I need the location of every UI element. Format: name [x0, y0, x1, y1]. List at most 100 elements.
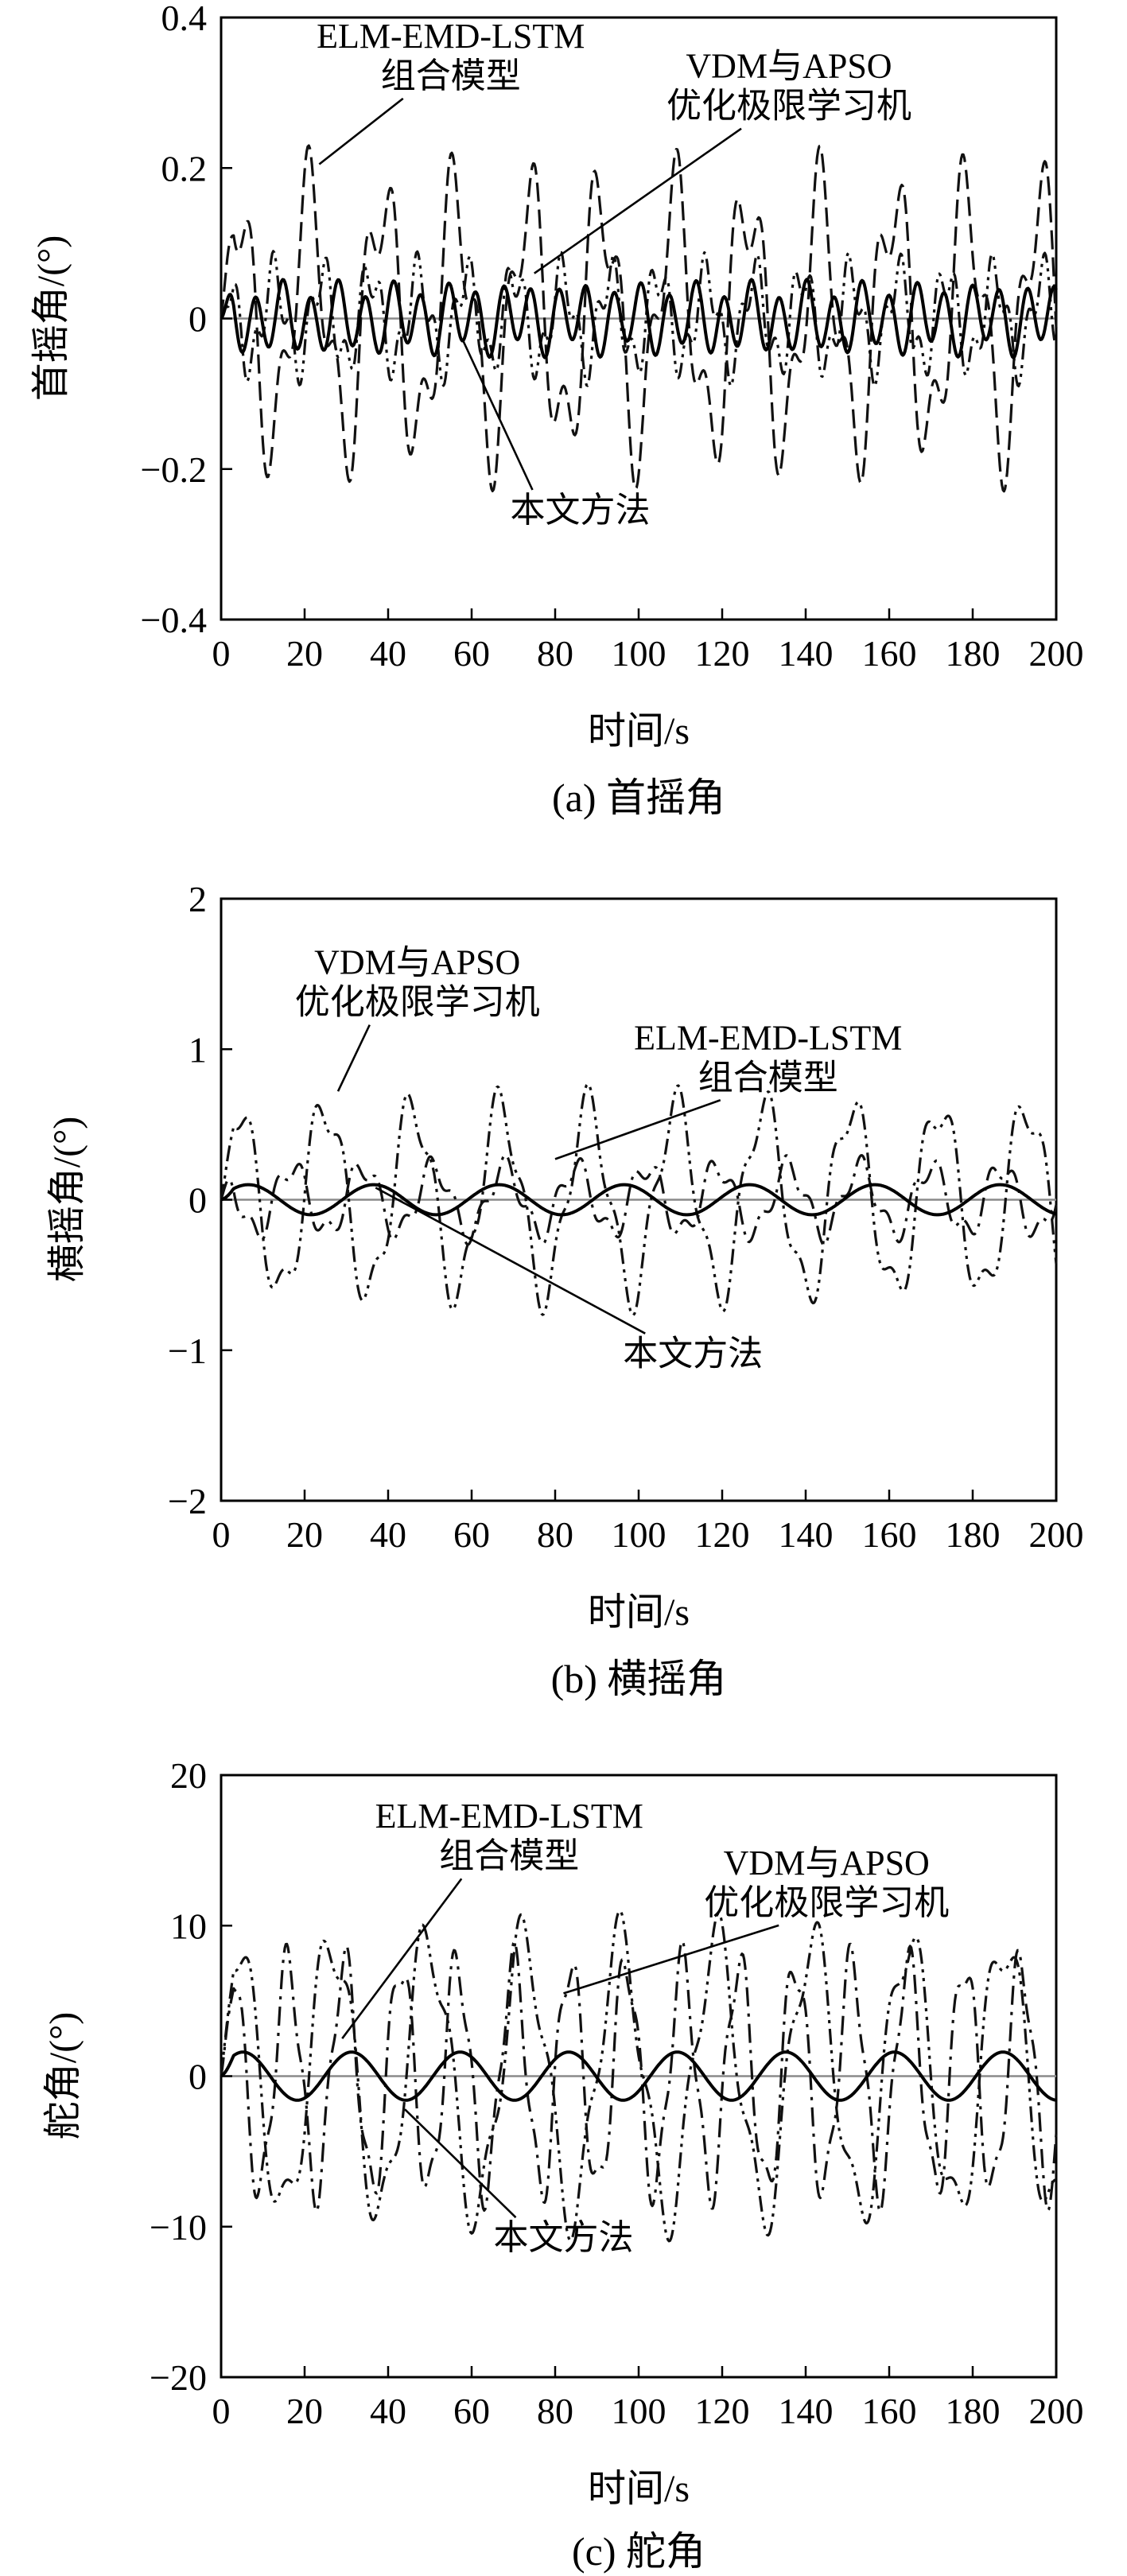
yaw-annotation-text: ELM-EMD-LSTM	[317, 17, 585, 56]
roll-annotation-text: 组合模型	[698, 1058, 838, 1097]
roll-x-tick-label: 80	[537, 1514, 573, 1555]
yaw-x-tick-label: 160	[862, 633, 917, 674]
roll-annotation-text: 本文方法	[623, 1335, 763, 1373]
rudder-annotation-text: ELM-EMD-LSTM	[375, 1797, 643, 1836]
rudder-x-axis-label: 时间/s	[588, 2468, 690, 2510]
roll-x-tick-label: 60	[453, 1514, 490, 1555]
rudder-y-tick-label: 10	[170, 1906, 207, 1946]
rudder-annotation-leader	[563, 1924, 779, 1995]
rudder-ticks-group: 0 20 40 60 80 100 120 140 160 180 200 −20 −10 0 10 20	[150, 1755, 1083, 2431]
rudder-series-group	[220, 1909, 1058, 2243]
yaw-series-group	[220, 144, 1058, 493]
roll-ticks-group: 0 20 40 60 80 100 120 140 160 180 200 −2 −1 0 1 2	[168, 879, 1083, 1555]
yaw-chart: 0 20 40 60 80 100 120 140 160 180 200 −0.4 −0.2 0 0.2 0…	[30, 0, 1084, 820]
yaw-x-tick-label: 180	[946, 633, 1001, 674]
yaw-y-tick-label: −0.2	[141, 449, 207, 490]
yaw-y-tick-label: 0.2	[161, 148, 208, 188]
rudder-x-tick-label: 60	[453, 2391, 490, 2431]
roll-x-tick-label: 120	[695, 1514, 750, 1555]
rudder-annotation-text: 本文方法	[494, 2218, 634, 2257]
rudder-series-baseline-0	[220, 1939, 1058, 2213]
yaw-x-tick-label: 120	[695, 633, 750, 674]
rudder-annotation-leader	[404, 2108, 517, 2219]
yaw-x-axis-label: 时间/s	[588, 710, 690, 752]
yaw-series-proposed-method	[220, 278, 1058, 359]
rudder-annotation-text: VDM与APSO	[724, 1844, 930, 1882]
roll-x-tick-label: 100	[612, 1514, 666, 1555]
yaw-series-baseline-0	[220, 144, 1058, 493]
yaw-x-tick-label: 80	[537, 633, 573, 674]
rudder-series-proposed-method	[220, 2050, 1057, 2102]
yaw-ticks-group: 0 20 40 60 80 100 120 140 160 180 200 −0.4 −0.2 0 0.2 0…	[141, 0, 1084, 674]
roll-caption: (b) 横摇角	[551, 1657, 727, 1701]
roll-x-tick-label: 0	[212, 1514, 231, 1555]
rudder-annotation-text: 优化极限学习机	[704, 1883, 949, 1922]
yaw-annotation-text: 优化极限学习机	[666, 87, 911, 126]
roll-y-axis-label: 横摇角/(°)	[46, 1117, 88, 1283]
roll-x-tick-label: 160	[862, 1514, 917, 1555]
roll-annotation-text: 优化极限学习机	[295, 983, 540, 1022]
yaw-x-tick-label: 140	[779, 633, 834, 674]
roll-series-baseline-1	[220, 1153, 1058, 1246]
rudder-y-tick-label: 0	[188, 2057, 207, 2097]
yaw-annotation-leader	[534, 127, 742, 274]
rudder-x-tick-label: 0	[212, 2391, 231, 2431]
yaw-series-baseline-1	[220, 250, 1058, 388]
roll-chart: 0 20 40 60 80 100 120 140 160 180 200 −2 −1 0 1 2 VDM与A…	[46, 879, 1084, 1701]
roll-x-tick-label: 140	[779, 1514, 834, 1555]
rudder-x-tick-label: 140	[779, 2391, 834, 2431]
roll-y-tick-label: 2	[188, 879, 207, 919]
yaw-y-tick-label: 0	[188, 299, 207, 340]
yaw-x-tick-label: 40	[370, 633, 406, 674]
yaw-annotation-text: 组合模型	[381, 56, 521, 95]
rudder-annotation-leader	[341, 1878, 463, 2039]
rudder-y-axis-label: 舵角/(°)	[42, 2012, 84, 2140]
rudder-y-tick-label: −20	[150, 2357, 207, 2398]
roll-annotation-leader	[554, 1099, 721, 1160]
roll-x-tick-label: 200	[1029, 1514, 1084, 1555]
roll-y-tick-label: −2	[168, 1481, 207, 1521]
rudder-x-tick-label: 20	[286, 2391, 323, 2431]
roll-y-tick-label: 0	[188, 1180, 207, 1221]
roll-x-tick-label: 180	[946, 1514, 1001, 1555]
rudder-annotation-text: 组合模型	[439, 1836, 579, 1875]
yaw-x-tick-label: 200	[1029, 633, 1084, 674]
yaw-x-tick-label: 100	[612, 633, 666, 674]
roll-annotation-leader	[375, 1187, 646, 1335]
roll-series-baseline-0	[220, 1082, 1058, 1317]
roll-annotation-leader	[336, 1024, 371, 1092]
rudder-x-tick-label: 160	[862, 2391, 917, 2431]
roll-series-proposed-method	[220, 1183, 1057, 1217]
roll-annotation-text: VDM与APSO	[314, 943, 520, 982]
roll-x-tick-label: 40	[370, 1514, 406, 1555]
yaw-x-tick-label: 60	[453, 633, 490, 674]
rudder-y-tick-label: −10	[150, 2207, 207, 2248]
rudder-x-tick-label: 200	[1029, 2391, 1084, 2431]
yaw-x-tick-label: 20	[286, 633, 323, 674]
yaw-y-tick-label: 0.4	[161, 0, 208, 38]
roll-series-group	[220, 1082, 1058, 1317]
yaw-annotation-text: VDM与APSO	[686, 47, 892, 86]
yaw-x-tick-label: 0	[212, 633, 231, 674]
rudder-series-baseline-1	[220, 1909, 1057, 2243]
rudder-x-tick-label: 120	[695, 2391, 750, 2431]
yaw-annotation-leader	[318, 97, 404, 165]
rudder-x-tick-label: 180	[946, 2391, 1001, 2431]
rudder-x-tick-label: 100	[612, 2391, 666, 2431]
yaw-y-tick-label: −0.4	[141, 600, 207, 640]
rudder-x-tick-label: 80	[537, 2391, 573, 2431]
yaw-y-axis-label: 首摇角/(°)	[30, 235, 72, 402]
roll-x-axis-label: 时间/s	[588, 1591, 690, 1634]
yaw-annotation-text: 本文方法	[511, 491, 651, 530]
rudder-y-tick-label: 20	[170, 1755, 207, 1796]
rudder-chart: 0 20 40 60 80 100 120 140 160 180 200 −20 −10 0 10 20 E…	[42, 1755, 1084, 2574]
rudder-x-tick-label: 40	[370, 2391, 406, 2431]
roll-y-tick-label: 1	[188, 1029, 207, 1070]
roll-x-tick-label: 20	[286, 1514, 323, 1555]
roll-annotation-text: ELM-EMD-LSTM	[634, 1018, 902, 1057]
rudder-caption: (c) 舵角	[572, 2529, 705, 2574]
